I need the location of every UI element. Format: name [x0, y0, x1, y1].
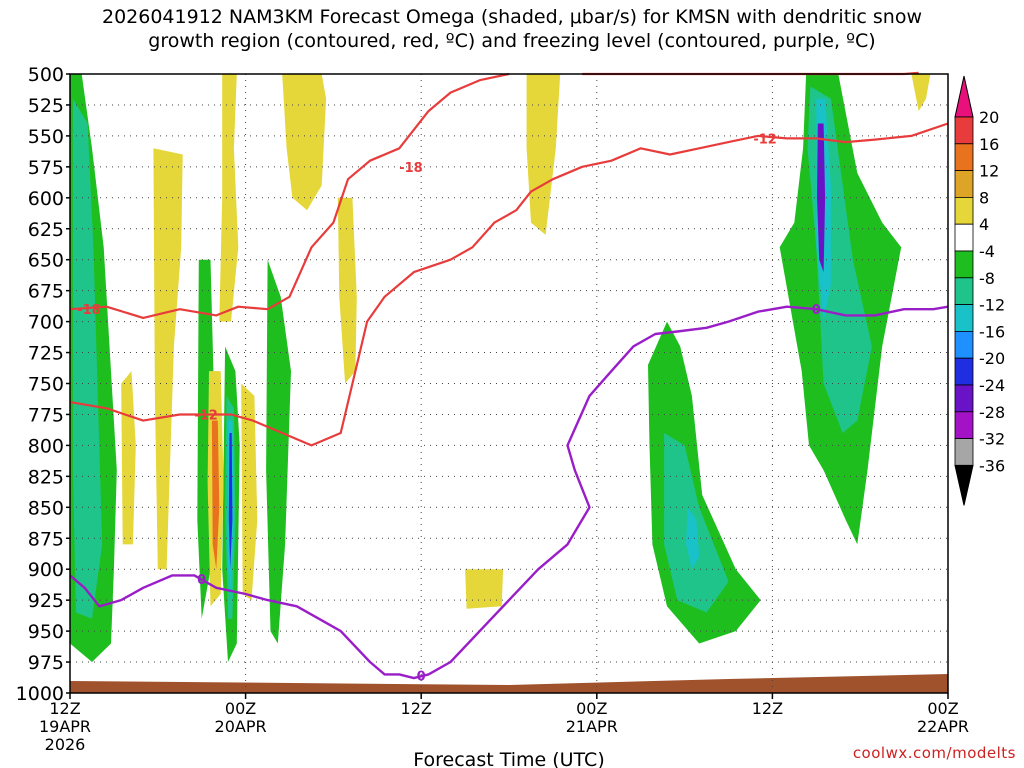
x-axis-label: Forecast Time (UTC)	[413, 749, 604, 768]
colorbar-segment	[954, 170, 974, 198]
omega-region-down_weak	[465, 569, 504, 609]
y-tick-label: 875	[28, 528, 64, 550]
y-tick-label: 625	[28, 219, 64, 241]
colorbar-segment	[954, 196, 974, 225]
colorbar-segment	[954, 357, 974, 386]
ground-surface	[70, 674, 948, 693]
omega-region-down_weak	[526, 74, 561, 235]
x-tick-label: 00Z	[225, 699, 256, 718]
y-tick-label: 925	[28, 590, 64, 612]
colorbar-label: 20	[979, 108, 999, 127]
y-tick-label: 775	[28, 404, 64, 426]
omega-region-down_weak	[337, 197, 357, 384]
x-tick-label: 00Z	[927, 699, 958, 718]
isotherm-label: -12	[194, 408, 218, 423]
y-tick-label: 650	[28, 250, 64, 272]
x-tick-label: 12Z	[49, 699, 80, 718]
y-tick-label: 900	[28, 559, 64, 581]
colorbar-segment	[954, 116, 974, 145]
colorbar-label: -28	[979, 403, 1005, 422]
colorbar-segment	[954, 143, 974, 172]
colorbar-label: -16	[979, 322, 1005, 341]
colorbar-label: -8	[979, 269, 995, 288]
omega-region-down_weak	[153, 148, 183, 570]
colorbar-label: -4	[979, 242, 995, 261]
colorbar-label: -20	[979, 349, 1005, 368]
y-tick-label: 750	[28, 374, 64, 396]
colorbar: 20 16 12 8 4 -4 -8 -12 -16 -20 -24 -28 -32 -36	[954, 75, 1005, 506]
y-tick-label: 800	[28, 435, 64, 457]
source-credit: coolwx.com/modelts	[852, 744, 1016, 762]
colorbar-segment	[954, 330, 974, 359]
freezing-label: 0	[197, 573, 206, 588]
y-tick-label: 1000	[16, 683, 64, 705]
x-tick-label: 22APR	[917, 717, 969, 736]
colorbar-segment	[954, 438, 974, 466]
isotherm-label: -12	[753, 132, 777, 147]
y-tick-label: 700	[28, 312, 64, 334]
x-tick-label: 2026	[45, 735, 86, 754]
x-tick-label: 12Z	[401, 699, 432, 718]
y-tick-label: 675	[28, 281, 64, 303]
dgz-isotherm-contour	[69, 122, 949, 447]
colorbar-label: -32	[979, 430, 1005, 449]
colorbar-segment	[954, 411, 974, 439]
colorbar-segment	[954, 277, 974, 305]
colorbar-arrow-bottom	[954, 464, 974, 506]
colorbar-label: -36	[979, 456, 1005, 475]
y-tick-label: 725	[28, 343, 64, 365]
y-tick-label: 825	[28, 466, 64, 488]
colorbar-segment	[954, 384, 974, 413]
y-tick-label: 950	[28, 621, 64, 643]
omega-region-down_weak	[282, 74, 327, 211]
y-tick-label: 500	[28, 64, 64, 86]
colorbar-label: -12	[979, 296, 1005, 315]
x-tick-label: 20APR	[215, 717, 267, 736]
y-tick-label: 550	[28, 126, 64, 148]
omega-region-down_weak	[219, 74, 239, 322]
omega-region-down_weak	[241, 383, 258, 601]
omega-region-down_mod	[211, 420, 220, 570]
colorbar-arrow-top	[954, 75, 974, 118]
colorbar-label: 16	[979, 135, 999, 154]
colorbar-segment	[954, 304, 974, 332]
y-tick-label: 850	[28, 497, 64, 519]
colorbar-segment	[954, 223, 974, 252]
colorbar-segment	[954, 250, 974, 279]
colorbar-label: 12	[979, 162, 999, 181]
colorbar-label: 8	[979, 188, 989, 207]
y-tick-label: 525	[28, 95, 64, 117]
x-tick-label: 00Z	[576, 699, 607, 718]
omega-region-up_xstrong	[817, 123, 826, 273]
freezing-label: 0	[417, 670, 426, 685]
x-tick-label: 21APR	[566, 717, 618, 736]
omega-region-down_weak	[911, 74, 931, 112]
y-tick-label: 575	[28, 157, 64, 179]
isotherm-label: -18	[77, 303, 101, 318]
freezing-label: 0	[812, 303, 821, 318]
y-tick-label: 975	[28, 652, 64, 674]
x-tick-label: 12Z	[752, 699, 783, 718]
y-tick-label: 600	[28, 188, 64, 210]
dgz-isotherm-contour	[69, 72, 510, 319]
surface-band	[70, 674, 948, 693]
colorbar-label: 4	[979, 215, 989, 234]
x-tick-label: 19APR	[39, 717, 91, 736]
chart-title-line-1: 2026041912 NAM3KM Forecast Omega (shaded…	[101, 6, 923, 28]
omega-shading	[70, 74, 948, 693]
freezing-level-contour	[69, 305, 949, 680]
chart-title-line-2: growth region (contoured, red, ºC) and f…	[148, 30, 876, 52]
omega-region-up_strong	[686, 507, 700, 570]
omega-region-up_weak	[266, 259, 291, 644]
omega-region-up_mod	[72, 98, 103, 619]
omega-region-up_vstrong	[228, 433, 233, 570]
axes: 500 525 550 575 600 625 650 675 700 725 750 775 800 8…	[16, 64, 969, 754]
colorbar-label: -24	[979, 376, 1005, 395]
isotherm-label: -18	[399, 161, 423, 176]
